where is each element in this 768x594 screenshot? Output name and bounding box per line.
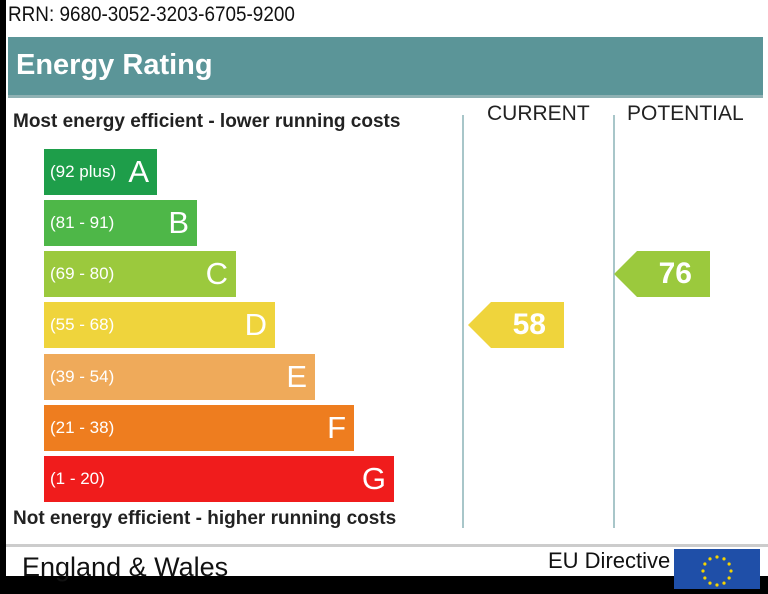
potential-rating-value: 76: [658, 257, 692, 290]
band-range: (39 - 54): [50, 367, 115, 386]
header-bar: Energy Rating: [8, 37, 763, 98]
band-letter: C: [205, 256, 228, 291]
rrn-number: RRN: 9680-3052-3203-6705-9200: [8, 3, 295, 26]
bottom-label: Not energy efficient - higher running co…: [13, 508, 397, 529]
eu-flag-icon: [674, 549, 760, 589]
band-b: (81 - 91) B: [44, 200, 197, 246]
column-divider: [462, 115, 464, 528]
current-rating-value: 58: [512, 308, 546, 341]
band-a: (92 plus) A: [44, 149, 157, 195]
country-label: England & Wales: [22, 552, 229, 582]
top-label: Most energy efficient - lower running co…: [13, 111, 401, 132]
footer-divider: [6, 544, 768, 547]
band-e: (39 - 54) E: [44, 354, 315, 400]
band-letter: B: [168, 205, 189, 240]
band-letter: G: [361, 461, 386, 496]
band-range: (81 - 91): [50, 213, 115, 232]
band-range: (55 - 68): [50, 315, 115, 334]
column-divider: [613, 115, 615, 528]
band-letter: D: [244, 307, 267, 342]
band-letter: A: [128, 154, 149, 189]
potential-rating-arrow: 76: [614, 251, 710, 297]
band-letter: E: [286, 359, 307, 394]
band-letter: F: [327, 410, 346, 445]
eu-directive-label: EU Directive: [548, 548, 671, 573]
band-g: (1 - 20) G: [44, 456, 394, 502]
current-column-header: CURRENT: [487, 102, 590, 125]
current-rating-arrow: 58: [468, 302, 564, 348]
band-range: (69 - 80): [50, 264, 115, 283]
band-range: (21 - 38): [50, 418, 115, 437]
band-c: (69 - 80) C: [44, 251, 236, 297]
band-f: (21 - 38) F: [44, 405, 354, 451]
epc-page: RRN: 9680-3052-3203-6705-9200 Energy Rat…: [6, 0, 768, 589]
band-d: (55 - 68) D: [44, 302, 275, 348]
chart-title: Energy Rating: [16, 49, 213, 81]
band-range: (92 plus): [50, 162, 117, 181]
band-range: (1 - 20): [50, 469, 105, 488]
potential-column-header: POTENTIAL: [627, 102, 744, 125]
